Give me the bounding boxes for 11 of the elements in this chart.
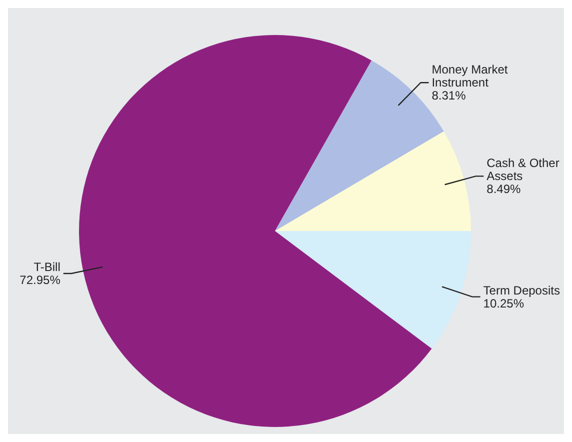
- slice-label: Term Deposits: [483, 283, 560, 298]
- slice-label: Cash & Other Assets: [486, 156, 560, 184]
- pie-slice: [275, 231, 471, 349]
- slice-label: T-Bill: [34, 260, 60, 274]
- data-label: 72.95%: [20, 273, 61, 287]
- pie-slice: [79, 35, 432, 427]
- data-label: 10.25%: [483, 296, 524, 310]
- data-label: 8.49%: [486, 182, 521, 196]
- pie-slice: [275, 131, 471, 231]
- slice-label: Money Market Instrument: [432, 62, 508, 90]
- data-label: 8.31%: [432, 88, 466, 103]
